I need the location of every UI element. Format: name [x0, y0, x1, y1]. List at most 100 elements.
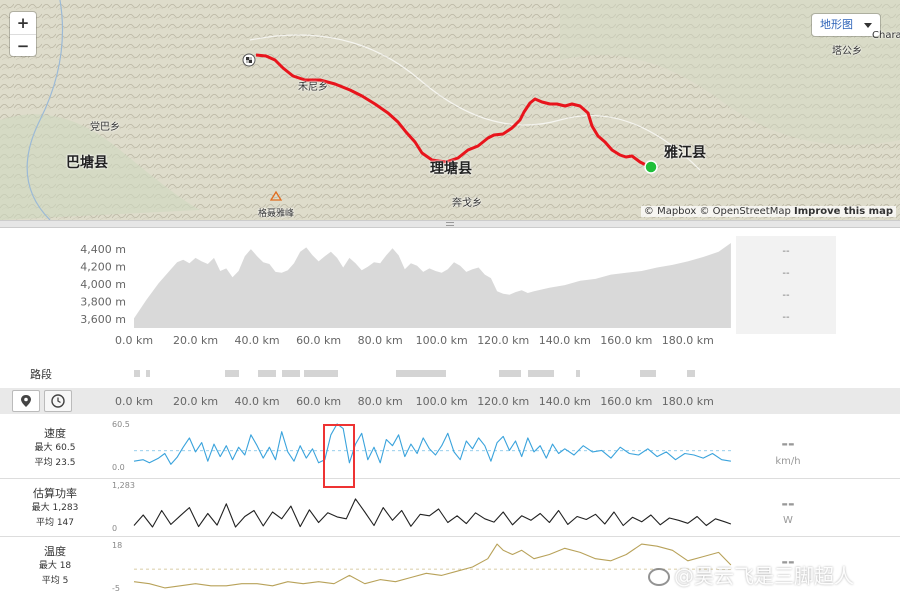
- power-axis-bottom: 0: [112, 524, 118, 533]
- map-type-dropdown[interactable]: 地形图: [812, 14, 880, 36]
- elevation-y-tick: 3,800 m: [80, 296, 126, 309]
- location-pin-icon: [21, 395, 31, 407]
- speed-avg: 平均 23.5: [34, 458, 76, 468]
- power-axis-top: 1,283: [112, 481, 135, 490]
- elevation-x-tick: 140.0 km: [539, 334, 591, 347]
- river-line: [26, 0, 64, 220]
- route-line[interactable]: [255, 53, 649, 168]
- zoom-control: + −: [10, 12, 36, 56]
- metrics-charts[interactable]: [0, 414, 900, 598]
- toolbar-x-tick: 0.0 km: [115, 395, 153, 408]
- elevation-x-tick: 160.0 km: [600, 334, 652, 347]
- segment-bar[interactable]: [396, 370, 446, 377]
- row-divider: [0, 536, 900, 537]
- toolbar-x-tick: 80.0 km: [358, 395, 403, 408]
- elevation-chart[interactable]: 3,600 m 3,800 m 4,000 m 4,200 m 4,400 m 0.0 …: [0, 228, 900, 353]
- temp-current-value: --: [781, 552, 795, 571]
- segments-title: 路段: [30, 368, 52, 381]
- segment-bar[interactable]: [640, 370, 656, 377]
- elevation-x-tick: 20.0 km: [173, 334, 218, 347]
- checkered-flag-icon: [242, 53, 256, 67]
- segment-bar[interactable]: [576, 370, 580, 377]
- toolbar-x-tick: 180.0 km: [662, 395, 714, 408]
- power-current-value: --: [781, 494, 795, 513]
- side-value-1: --: [782, 246, 790, 257]
- time-mode-button[interactable]: [44, 390, 72, 412]
- toolbar-axis: 0.0 km 20.0 km 40.0 km 60.0 km 80.0 km 100.0 …: [115, 395, 714, 408]
- power-unit: W: [783, 515, 793, 526]
- road-line: [249, 34, 701, 171]
- segment-bar[interactable]: [528, 370, 554, 377]
- temp-title: 温度: [44, 545, 66, 558]
- place-label-bengo: 奔戈乡: [452, 198, 482, 209]
- elevation-x-tick: 100.0 km: [416, 334, 468, 347]
- place-label-heni: 禾尼乡: [298, 82, 328, 93]
- temp-avg: 平均 5: [41, 576, 69, 586]
- zoom-out-button[interactable]: −: [10, 34, 36, 56]
- place-label-peak: 格聂雅峰: [258, 209, 295, 219]
- elevation-x-tick: 0.0 km: [115, 334, 153, 347]
- segment-bar[interactable]: [146, 370, 150, 377]
- elevation-x-tick: 180.0 km: [662, 334, 714, 347]
- x-axis-toolbar: [0, 388, 900, 414]
- weibo-watermark: @吴云飞是三脚超人: [648, 560, 854, 589]
- caret-down-icon: [864, 23, 872, 28]
- place-label-yajiang: 雅江县: [664, 145, 706, 161]
- temp-label-block: 温度 最大 18 平均 5: [0, 544, 110, 589]
- place-label-dangba: 党巴乡: [90, 122, 120, 133]
- start-dot-icon: [644, 160, 658, 174]
- terrain-map-canvas[interactable]: [0, 0, 900, 220]
- osm-link[interactable]: © OpenStreetMap: [699, 206, 791, 217]
- improve-map-link[interactable]: Improve this map: [794, 206, 893, 217]
- place-label-chara: Chara: [872, 30, 900, 41]
- peak-triangle-icon: [269, 190, 283, 201]
- elevation-x-tick: 120.0 km: [477, 334, 529, 347]
- elevation-x-tick: 60.0 km: [296, 334, 341, 347]
- speed-unit: km/h: [775, 456, 801, 467]
- elevation-y-tick: 4,400 m: [80, 243, 126, 256]
- segment-bar[interactable]: [134, 370, 140, 377]
- place-label-batang: 巴塘县: [66, 155, 108, 171]
- segment-bar[interactable]: [258, 370, 276, 377]
- segment-bar[interactable]: [225, 370, 239, 377]
- valley-west: [0, 114, 200, 220]
- highlight-box: [323, 424, 355, 488]
- watermark-text: @吴云飞是三脚超人: [674, 564, 854, 588]
- temperature-line: [133, 543, 732, 589]
- segment-bar[interactable]: [282, 370, 300, 377]
- temp-axis-top: 18: [112, 541, 123, 550]
- distance-mode-button[interactable]: [12, 390, 40, 412]
- place-label-tagong: 塔公乡: [832, 46, 862, 57]
- toolbar-x-tick: 40.0 km: [235, 395, 280, 408]
- elevation-side-panel: [736, 236, 836, 334]
- power-avg: 平均 147: [35, 518, 75, 528]
- valley-east: [560, 0, 900, 145]
- map-type-label: 地形图: [820, 18, 853, 31]
- toolbar-x-tick: 100.0 km: [416, 395, 468, 408]
- mapbox-link[interactable]: © Mapbox: [643, 206, 697, 217]
- temp-axis-bottom: -5: [112, 584, 120, 593]
- segment-bar[interactable]: [499, 370, 521, 377]
- side-value-3: --: [782, 290, 790, 301]
- elevation-y-tick: 4,200 m: [80, 261, 126, 274]
- map-resize-bar[interactable]: [0, 220, 900, 228]
- zoom-in-button[interactable]: +: [16, 14, 30, 32]
- weibo-logo-icon: [648, 568, 670, 586]
- speed-title: 速度: [44, 427, 66, 440]
- toolbar-x-tick: 120.0 km: [477, 395, 529, 408]
- route-map[interactable]: + − 地形图 Chara 塔公乡 禾尼乡 党巴乡 巴塘县 理塘县 雅江县 奔戈…: [0, 0, 900, 220]
- map-attribution: © Mapbox © OpenStreetMap Improve this ma…: [640, 206, 896, 217]
- segment-bar[interactable]: [304, 370, 338, 377]
- speed-axis-bottom: 0.0: [112, 463, 125, 472]
- segment-bar[interactable]: [687, 370, 695, 377]
- speed-label-block: 速度 最大 60.5 平均 23.5: [0, 426, 110, 471]
- row-divider: [0, 478, 900, 479]
- resize-grip-icon[interactable]: [446, 222, 454, 226]
- power-title: 估算功率: [33, 487, 77, 500]
- temp-max: 最大 18: [38, 561, 72, 571]
- elevation-x-tick: 80.0 km: [358, 334, 403, 347]
- speed-current-value: --: [781, 434, 795, 453]
- elevation-y-tick: 3,600 m: [80, 313, 126, 326]
- side-value-4: --: [782, 312, 790, 323]
- power-max: 最大 1,283: [31, 503, 79, 513]
